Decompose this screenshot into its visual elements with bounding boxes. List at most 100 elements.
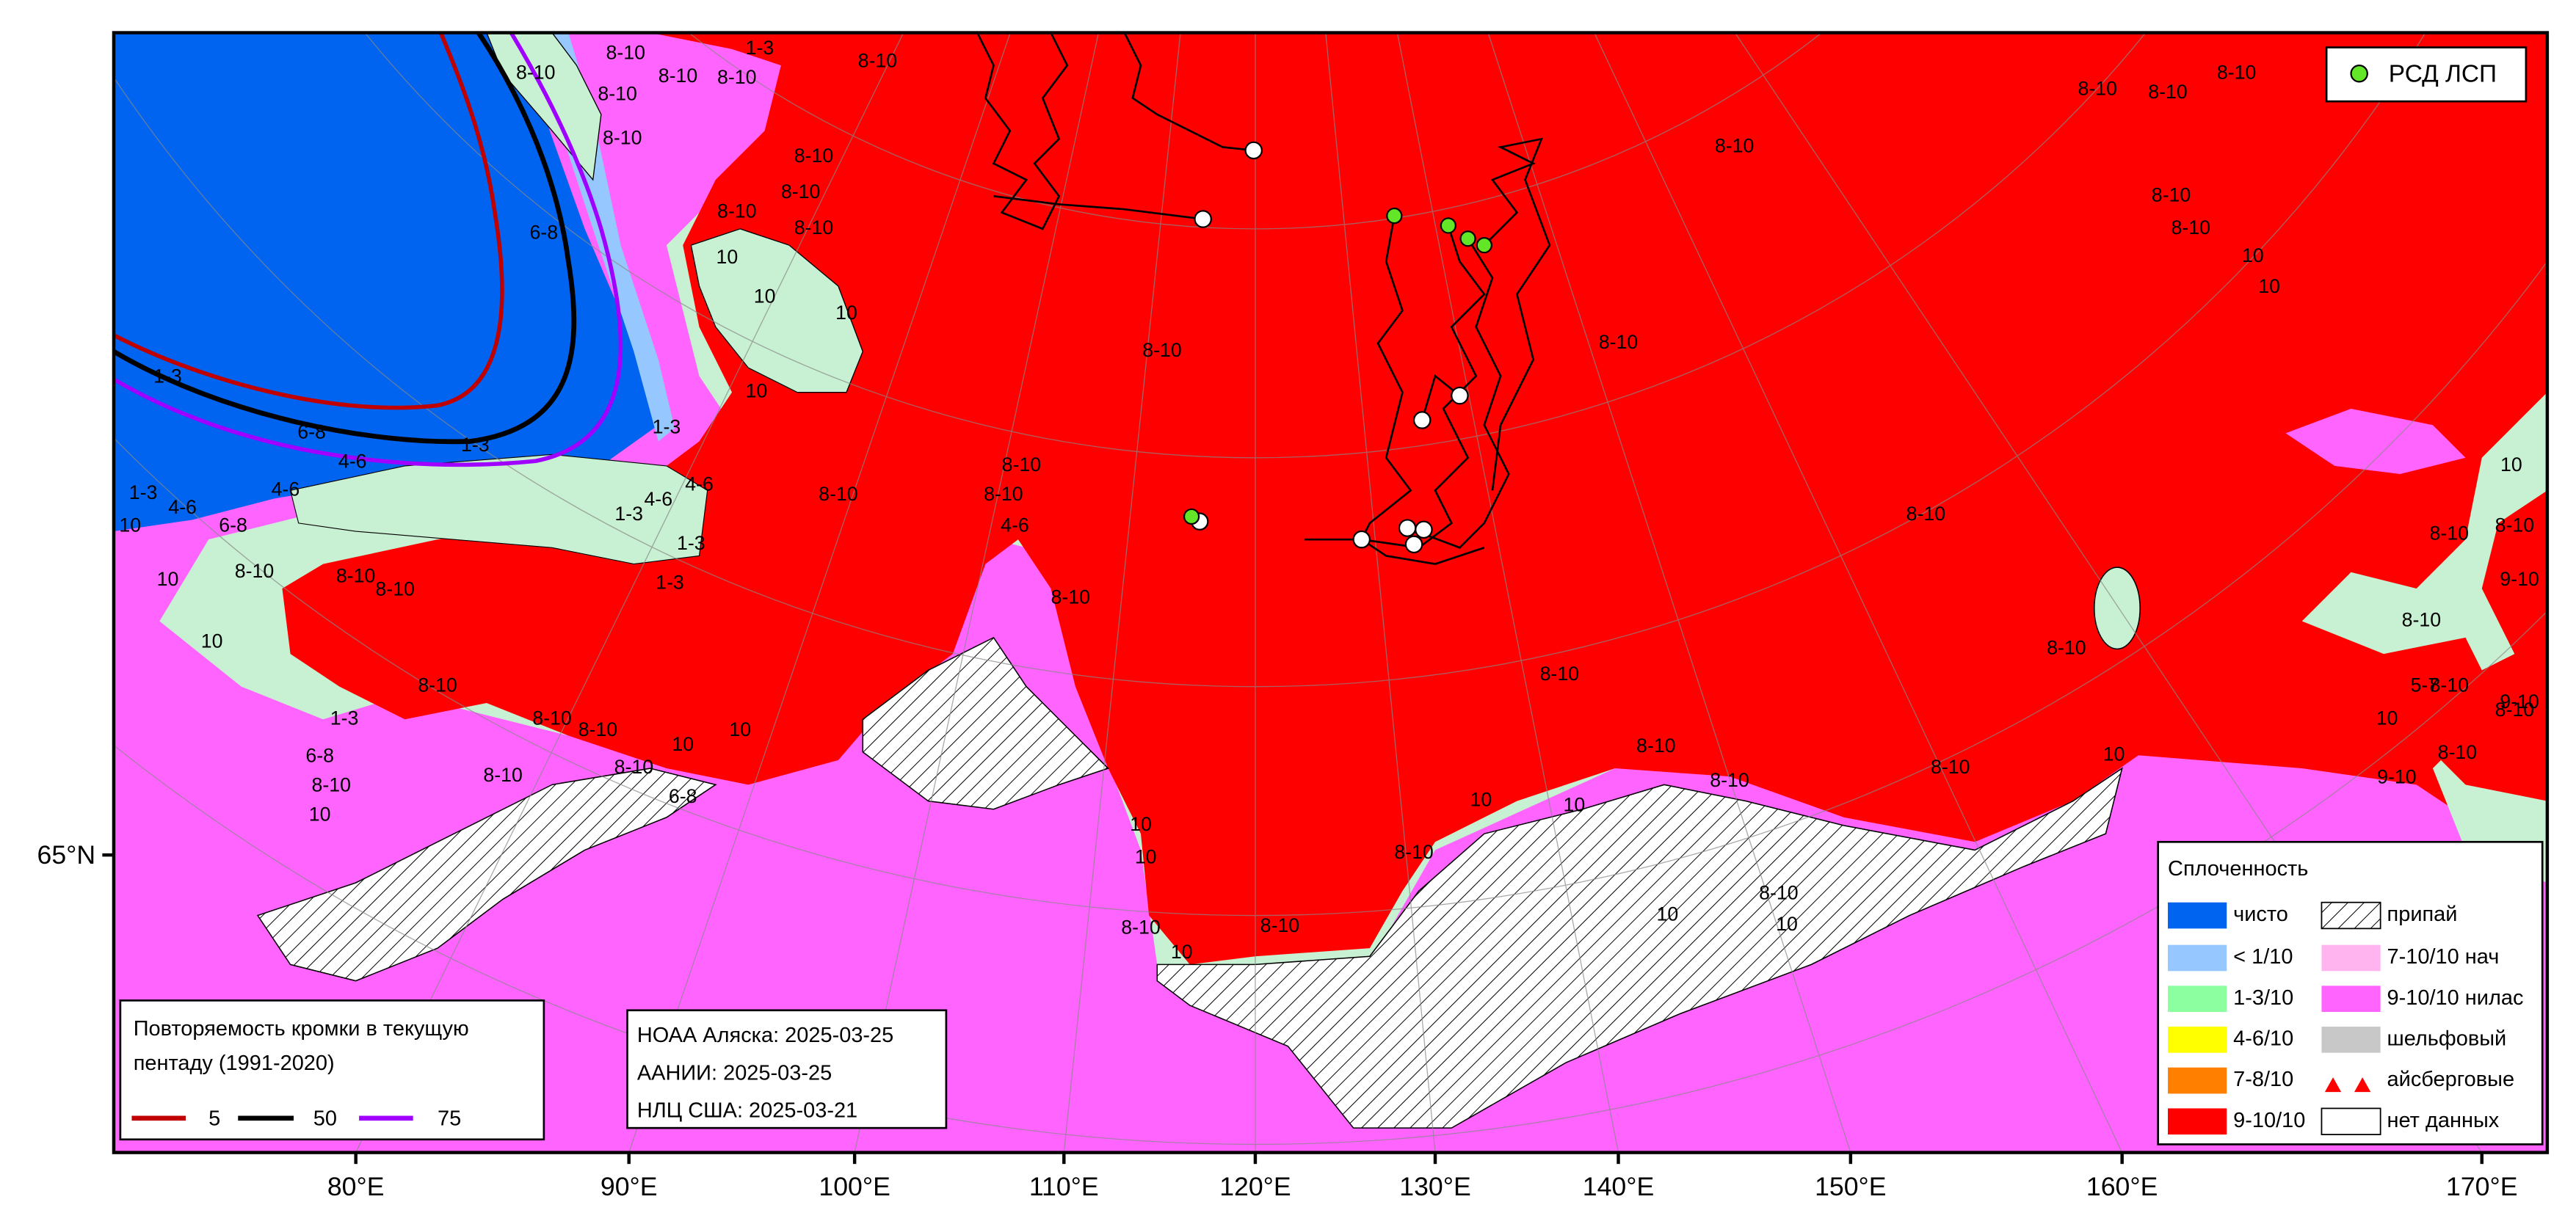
ice-label: 8-10 <box>516 61 555 83</box>
ice-label: 6-8 <box>530 222 559 244</box>
source-line: ААНИИ: 2025-03-25 <box>637 1061 832 1085</box>
ice-label: 8-10 <box>858 50 897 72</box>
legend-title: Повторяемость кромки в текущую <box>134 1017 469 1041</box>
ice-label: 8-10 <box>1906 503 1945 525</box>
ice-label: 8-10 <box>717 66 756 88</box>
legend-swatch <box>2321 944 2381 972</box>
legend-items: чисто < 1/10 1-3/10 4-6/10 7-8/10 9-10/10 прип… <box>2233 903 2523 1132</box>
legend-label: 9-10/10 <box>2233 1109 2305 1132</box>
ice-label: 10 <box>1130 813 1152 835</box>
ice-label: 10 <box>201 630 223 652</box>
fast-ice <box>1156 767 2123 1129</box>
ice-label: 5-7 <box>2410 674 2439 696</box>
x-axis-label: 120°E <box>1219 1172 1291 1201</box>
ice-label: 8-10 <box>418 674 457 696</box>
ice-label: 1-3 <box>653 416 681 438</box>
edge-legend: Повторяемость кромки в текущую пентаду (… <box>119 999 545 1141</box>
ice-label: 4-6 <box>338 451 367 473</box>
x-axis-label: 100°E <box>819 1172 890 1201</box>
open-water <box>113 32 658 532</box>
legend-box <box>119 999 545 1141</box>
ice-label: 10 <box>119 514 141 536</box>
ice-label: 9-10 <box>2377 765 2416 787</box>
ice-label: 1-3 <box>677 532 705 554</box>
x-axis-label: 170°E <box>2446 1172 2517 1201</box>
iceberg-symbol <box>2324 1077 2371 1093</box>
x-axis-label: 130°E <box>1399 1172 1470 1201</box>
ice-label: 8-10 <box>1142 339 1181 361</box>
map-area: 8-10 8-10 8-10 8-10 8-10 8-10 8-10 8-10 8-10 8-10… <box>113 32 2547 1153</box>
ice-label: 10 <box>835 302 857 324</box>
legend-box <box>626 1009 948 1129</box>
ice-label: 8-10 <box>1636 735 1675 757</box>
ice-label: 8-10 <box>1715 135 1754 157</box>
ice-label: 8-10 <box>2429 522 2468 544</box>
ice-label: 8-10 <box>578 718 617 740</box>
ice-label: 8-10 <box>2217 61 2256 83</box>
ice-label: 4-6 <box>644 488 672 510</box>
ice-label: 10 <box>746 380 768 402</box>
ice-label: 8-10 <box>1710 769 1749 791</box>
ice-label: 10 <box>309 804 331 826</box>
x-axis-label: 150°E <box>1815 1172 1886 1201</box>
legend-label: 5 <box>208 1107 220 1131</box>
ice-label: 8-10 <box>2402 609 2441 631</box>
source-line: НЛЦ США: 2025-03-21 <box>637 1099 857 1123</box>
legend-swatch <box>2321 1107 2381 1135</box>
legend-marker <box>2350 64 2368 83</box>
ice-label: 1-3 <box>129 481 158 503</box>
ice-label: 8-10 <box>2171 216 2210 238</box>
ice-label: 10 <box>1776 913 1798 935</box>
nilas-ice <box>2285 408 2466 475</box>
ice-label: 8-10 <box>819 483 857 505</box>
ice-label: 8-10 <box>1002 453 1041 476</box>
ice-label: 8-10 <box>606 42 645 64</box>
ice-label: 8-10 <box>532 707 571 729</box>
ice-label: 8-10 <box>2152 183 2191 205</box>
ice-label: 1-3 <box>614 503 643 525</box>
legend-label: айсберговые <box>2387 1068 2515 1091</box>
ice-label: 1-3 <box>656 571 684 593</box>
ice-label: 10 <box>716 246 739 268</box>
legend-label: < 1/10 <box>2233 945 2293 969</box>
stations <box>1183 141 1492 554</box>
x-axis-label: 90°E <box>601 1172 658 1201</box>
legend-label: 4-6/10 <box>2233 1027 2293 1051</box>
ice-label: 8-10 <box>1051 586 1089 608</box>
ice-label: 8-10 <box>603 126 642 148</box>
ice-label: 8-10 <box>375 578 414 600</box>
y-axis-label: 65°N <box>37 840 96 870</box>
ice-label: 8-10 <box>235 560 274 582</box>
legend-swatch <box>2168 1067 2227 1094</box>
ice-label: 4-6 <box>168 496 197 518</box>
legend-swatch <box>2168 1027 2227 1053</box>
ice-label: 8-10 <box>2495 514 2534 536</box>
ice-label: 9-10 <box>2500 691 2539 713</box>
ice-label: 4-6 <box>685 473 714 495</box>
ice-label: 8-10 <box>2148 81 2187 103</box>
ice-label: 10 <box>2103 743 2125 765</box>
ice-label: 10 <box>1563 793 1585 815</box>
ice-label: 4-6 <box>1001 514 1029 536</box>
ice-label: 10 <box>1171 941 1193 963</box>
fast-ice <box>256 768 717 982</box>
concentration-legend: Сплоченность чисто < 1/10 1-3/10 4-6/10 7-8/… <box>2157 840 2544 1145</box>
ice-label: 10 <box>754 285 776 307</box>
ice-label: 10 <box>2258 275 2280 297</box>
station-legend: РСД ЛСП <box>2325 46 2528 103</box>
map-labels: 8-10 8-10 8-10 8-10 8-10 8-10 8-10 8-10 8-10 8-10… <box>119 37 2539 963</box>
legend-label: чисто <box>2233 903 2288 926</box>
ice-label: 8-10 <box>1931 756 1970 778</box>
ice-label: 6-8 <box>297 420 326 442</box>
x-axis-label: 160°E <box>2086 1172 2158 1201</box>
consolidated-ice <box>282 32 2547 965</box>
ice-label: 8-10 <box>1540 663 1579 685</box>
legend-label: шельфовый <box>2387 1027 2507 1051</box>
legend-label: 50 <box>313 1107 337 1131</box>
ice-label: 10 <box>1656 903 1678 925</box>
ice-label: 8-10 <box>794 216 833 238</box>
ice-label: 8-10 <box>2429 674 2468 696</box>
ice-label: 8-10 <box>312 774 351 796</box>
ice-label: 6-8 <box>305 745 334 767</box>
